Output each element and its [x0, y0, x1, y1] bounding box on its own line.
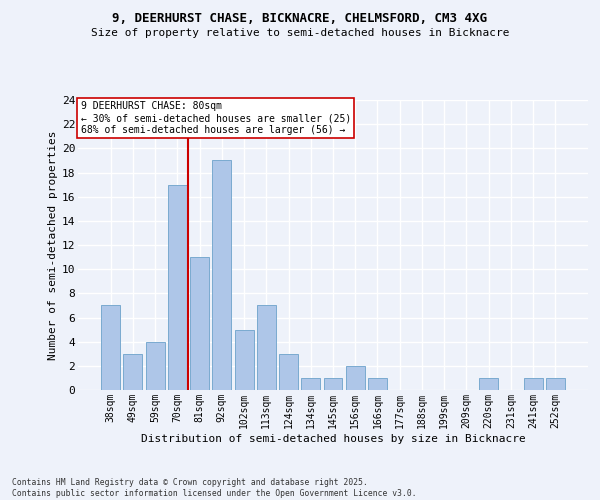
- Bar: [346, 366, 365, 390]
- Bar: [323, 378, 343, 390]
- Text: Size of property relative to semi-detached houses in Bicknacre: Size of property relative to semi-detach…: [91, 28, 509, 38]
- Bar: [257, 306, 276, 390]
- Bar: [368, 378, 387, 390]
- Bar: [546, 378, 565, 390]
- Y-axis label: Number of semi-detached properties: Number of semi-detached properties: [47, 130, 58, 360]
- Bar: [212, 160, 231, 390]
- Bar: [279, 354, 298, 390]
- Bar: [235, 330, 254, 390]
- Text: 9, DEERHURST CHASE, BICKNACRE, CHELMSFORD, CM3 4XG: 9, DEERHURST CHASE, BICKNACRE, CHELMSFOR…: [113, 12, 487, 26]
- Bar: [146, 342, 164, 390]
- Bar: [479, 378, 498, 390]
- Bar: [101, 306, 120, 390]
- Text: Contains HM Land Registry data © Crown copyright and database right 2025.
Contai: Contains HM Land Registry data © Crown c…: [12, 478, 416, 498]
- Bar: [190, 257, 209, 390]
- X-axis label: Distribution of semi-detached houses by size in Bicknacre: Distribution of semi-detached houses by …: [140, 434, 526, 444]
- Bar: [168, 184, 187, 390]
- Bar: [301, 378, 320, 390]
- Bar: [124, 354, 142, 390]
- Text: 9 DEERHURST CHASE: 80sqm
← 30% of semi-detached houses are smaller (25)
68% of s: 9 DEERHURST CHASE: 80sqm ← 30% of semi-d…: [80, 102, 351, 134]
- Bar: [524, 378, 542, 390]
